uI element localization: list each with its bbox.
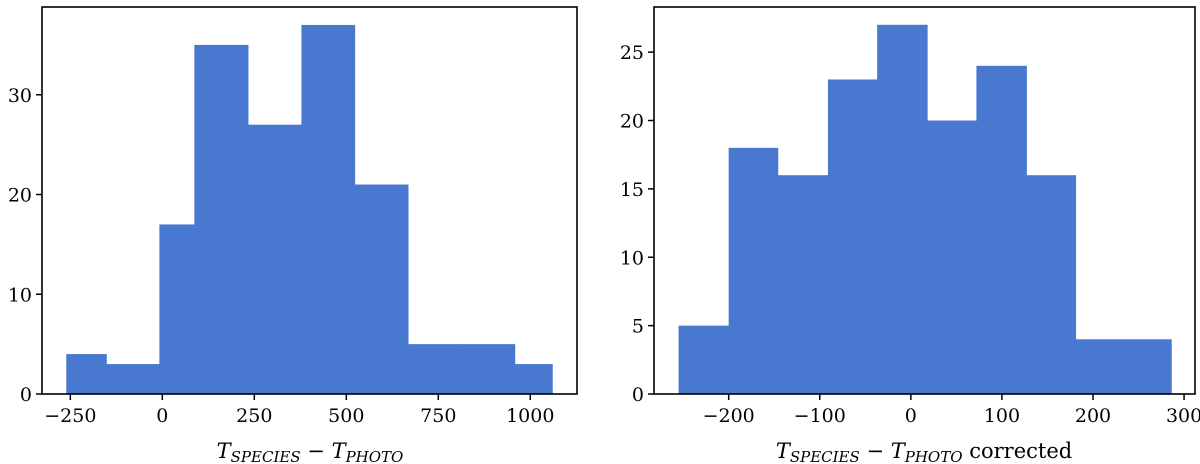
bars-group: [678, 24, 1172, 395]
x-tick-label: 0: [156, 405, 168, 427]
x-tick-label: −250: [44, 405, 96, 427]
x-tick-label: 0: [905, 405, 917, 427]
x-ticks: −200 −100 0 100 200 300: [703, 394, 1200, 427]
histogram-bar: [66, 354, 107, 394]
histogram-bar: [194, 44, 249, 395]
x-tick-label: −200: [703, 405, 755, 427]
histogram-bar: [301, 24, 356, 394]
histogram-bar: [354, 184, 409, 394]
histogram-bar: [1075, 339, 1127, 394]
x-axis-label: TSPECIES − TPHOTO: [217, 439, 404, 464]
x-tick-label: 1000: [506, 405, 554, 427]
histogram-bar: [408, 344, 462, 394]
histogram-bar: [461, 344, 516, 394]
x-tick-label: 500: [328, 405, 364, 427]
y-tick-label: 30: [8, 85, 32, 107]
x-tick-label: 300: [1166, 405, 1200, 427]
histogram-bar: [1125, 339, 1172, 394]
x-axis-label: TSPECIES − TPHOTO corrected: [776, 439, 1072, 464]
histogram-bar: [1026, 175, 1077, 394]
histogram-bar: [777, 175, 829, 394]
plot-frame: [41, 6, 578, 395]
histogram-bar: [976, 65, 1027, 395]
y-tick-label: 20: [8, 185, 32, 207]
histogram-bar: [248, 124, 302, 394]
y-tick-label: 10: [8, 284, 32, 306]
histogram-panel-right: −200 −100 0 100 200 300 0 5 10 15 20 25 TSPECIES −…: [620, 6, 1200, 464]
y-tick-label: 0: [20, 384, 32, 406]
histogram-bar: [827, 79, 878, 394]
y-tick-label: 20: [620, 111, 644, 133]
histogram-bar: [678, 325, 730, 394]
histogram-bar: [106, 364, 160, 394]
y-tick-label: 10: [620, 247, 644, 269]
x-tick-label: 750: [420, 405, 456, 427]
y-tick-label: 15: [620, 179, 644, 201]
x-tick-label: 100: [984, 405, 1020, 427]
bars-group: [66, 24, 553, 395]
y-tick-label: 0: [632, 384, 644, 406]
histogram-bar: [877, 24, 928, 395]
plot-frame: [653, 6, 1196, 395]
histogram-bar: [159, 224, 195, 394]
x-tick-label: 250: [236, 405, 272, 427]
y-tick-label: 25: [620, 42, 644, 64]
histogram-bar: [927, 120, 977, 394]
histogram-bar: [728, 147, 779, 394]
x-tick-label: −100: [794, 405, 846, 427]
y-ticks: 0 5 10 15 20 25: [620, 42, 654, 406]
y-tick-label: 5: [632, 316, 644, 338]
histogram-panel-left: −250 0 250 500 750 1000 0 10 20 30 TSPECIES − TP…: [8, 6, 578, 464]
histogram-bar: [514, 364, 553, 394]
y-ticks: 0 10 20 30: [8, 85, 42, 406]
x-ticks: −250 0 250 500 750 1000: [44, 394, 554, 427]
x-tick-label: 200: [1075, 405, 1111, 427]
